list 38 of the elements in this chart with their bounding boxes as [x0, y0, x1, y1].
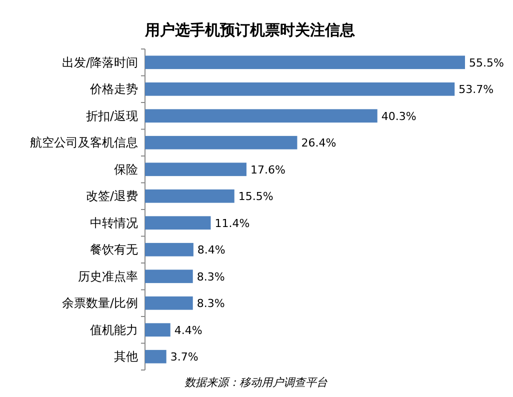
data-label: 17.6% [250, 163, 286, 176]
y-tick-label: 余票数量/比例 [62, 296, 138, 310]
y-tick-label: 价格走势 [89, 82, 138, 96]
bar [145, 82, 455, 96]
data-label: 15.5% [238, 190, 274, 204]
bar [145, 56, 465, 70]
y-tick-label: 值机能力 [90, 322, 138, 337]
data-label: 8.3% [196, 297, 225, 310]
bar [145, 189, 234, 203]
bar [145, 270, 193, 284]
data-label: 26.4% [301, 136, 336, 150]
source-note: 数据来源：移动用户调查平台 [184, 376, 328, 389]
data-label: 53.7% [458, 83, 494, 96]
y-tick-label: 改签/退费 [86, 189, 138, 204]
y-tick-label: 航空公司及客机信息 [30, 136, 138, 150]
y-tick-label: 餐饮有无 [90, 242, 138, 257]
data-label: 55.5% [469, 56, 504, 70]
y-tick-label: 保险 [114, 162, 138, 176]
bar [145, 162, 246, 176]
data-label: 8.3% [196, 270, 225, 284]
bar [145, 323, 170, 337]
y-tick-label: 其他 [114, 350, 138, 364]
y-tick-label: 中转情况 [90, 216, 138, 230]
data-label: 3.7% [170, 350, 198, 364]
y-tick-label: 折扣/返现 [86, 108, 138, 123]
chart-title: 用户选手机预订机票时关注信息 [144, 21, 356, 39]
y-tick-label: 出发/降落时间 [62, 55, 138, 70]
data-label: 40.3% [381, 110, 416, 123]
data-label: 4.4% [174, 324, 202, 337]
bar [145, 216, 211, 230]
bar [145, 350, 166, 364]
bar [145, 242, 194, 256]
data-label: 8.4% [197, 244, 226, 257]
y-tick-label: 历史准点率 [78, 269, 138, 284]
data-label: 11.4% [214, 216, 250, 230]
bar [145, 109, 378, 123]
bar [145, 136, 298, 150]
bar [145, 296, 193, 310]
